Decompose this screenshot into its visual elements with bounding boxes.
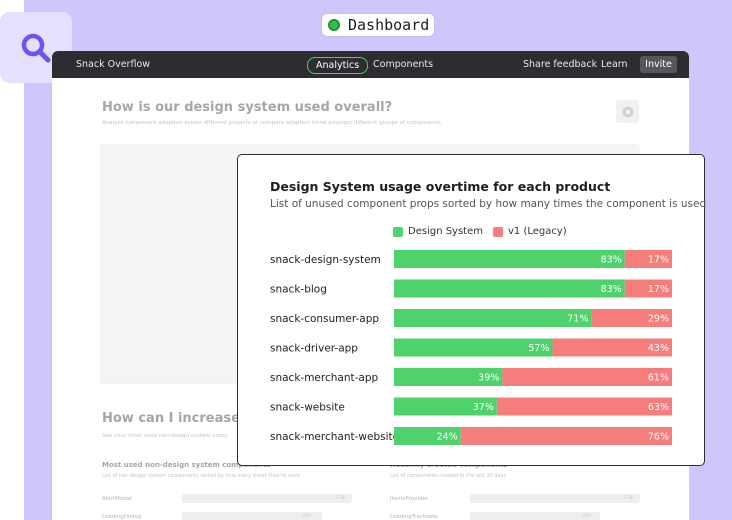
legend-item-design-system: Design System [393, 226, 483, 237]
data-label: 63% [648, 402, 669, 413]
data-label: 37% [473, 402, 494, 413]
bar-legacy [624, 279, 672, 298]
chart-subtitle: List of unused component props sorted by… [270, 198, 707, 210]
chart-title: Design System usage overtime for each pr… [270, 179, 611, 194]
legend-label: v1 (Legacy) [508, 226, 567, 237]
data-label: 83% [601, 284, 622, 295]
list-item-value: 910 [582, 514, 591, 519]
status-dot-icon [328, 19, 340, 31]
legend-label: Design System [408, 226, 483, 237]
category-label: snack-merchant-app [270, 372, 378, 384]
top-nav-bar: Snack Overflow Analytics Components Shar… [52, 51, 689, 78]
category-label: snack-driver-app [270, 343, 358, 355]
section-heading-overall: How is our design system used overall? [102, 100, 393, 115]
bar-legacy [624, 250, 672, 268]
data-label: 29% [648, 314, 669, 325]
chart-legend: Design System v1 (Legacy) [393, 226, 577, 237]
data-label: 71% [567, 314, 588, 325]
data-label: 39% [478, 373, 499, 384]
stacked-bar-chart: snack-design-system 83% 17% snack-blog 83% 17… [270, 250, 672, 445]
list-item-bar [470, 494, 640, 503]
data-label: 83% [601, 255, 622, 266]
tab-analytics[interactable]: Analytics [307, 57, 369, 74]
data-label: 17% [648, 284, 669, 295]
data-label: 57% [528, 343, 549, 354]
brand-name[interactable]: Snack Overflow [76, 59, 151, 70]
share-feedback-link[interactable]: Share feedback [523, 59, 598, 70]
list-item-value: 1.0k [624, 496, 634, 501]
bar-legacy [591, 309, 672, 327]
list-item-bar [182, 494, 352, 503]
list-item-value: 910 [302, 514, 311, 519]
legend-swatch-design-system [393, 226, 403, 237]
category-label: snack-website [270, 402, 345, 414]
legend-swatch-legacy [493, 226, 503, 237]
section-subtitle-overall: Analyze component adoption across differ… [102, 120, 443, 126]
bar-legacy [460, 427, 672, 445]
category-label: snack-blog [270, 284, 327, 296]
list-item-label: LoadingDialog [102, 514, 142, 520]
category-label: snack-design-system [270, 254, 381, 266]
play-icon [622, 106, 633, 117]
most-used-title: Most used non-design system components [102, 461, 271, 469]
play-button[interactable] [616, 100, 639, 123]
tab-components[interactable]: Components [373, 59, 434, 70]
bar-design-system [394, 279, 625, 298]
legend-item-legacy: v1 (Legacy) [493, 226, 567, 237]
bar-design-system [394, 338, 553, 357]
bar-legacy [552, 338, 672, 357]
bar-design-system [394, 250, 625, 268]
list-item-label: AlertModal [102, 496, 132, 502]
data-label: 17% [648, 255, 669, 266]
data-label: 76% [648, 432, 669, 443]
bar-design-system [394, 427, 461, 445]
recent-components-subtitle: List of components created in the last 3… [390, 473, 507, 479]
dashboard-label: Dashboard [321, 13, 435, 37]
bar-design-system [394, 309, 592, 327]
data-label: 61% [648, 373, 669, 384]
dashboard-label-text: Dashboard [348, 16, 430, 34]
list-item-bar [182, 512, 322, 520]
bar-legacy [502, 368, 672, 386]
list-item-value: 1.0k [336, 496, 346, 501]
data-label: 24% [437, 432, 458, 443]
usage-chart-card: Design System usage overtime for each pr… [237, 154, 707, 466]
section-subtitle-increase: See your most used non-design system com… [102, 433, 228, 439]
search-icon [21, 33, 51, 62]
bar-design-system [394, 368, 503, 386]
category-label: snack-merchant-website [270, 431, 399, 443]
list-item-bar [470, 512, 600, 520]
list-item-label: ItemsProvider [390, 496, 429, 502]
data-label: 43% [648, 343, 669, 354]
most-used-subtitle: List of non-design system components sor… [102, 473, 300, 479]
learn-link[interactable]: Learn [601, 59, 628, 70]
category-label: snack-consumer-app [270, 313, 379, 325]
bar-legacy [496, 397, 672, 416]
invite-button[interactable]: Invite [640, 56, 677, 73]
list-item-label: LoadingTrackable [390, 514, 438, 520]
bar-design-system [394, 397, 497, 416]
